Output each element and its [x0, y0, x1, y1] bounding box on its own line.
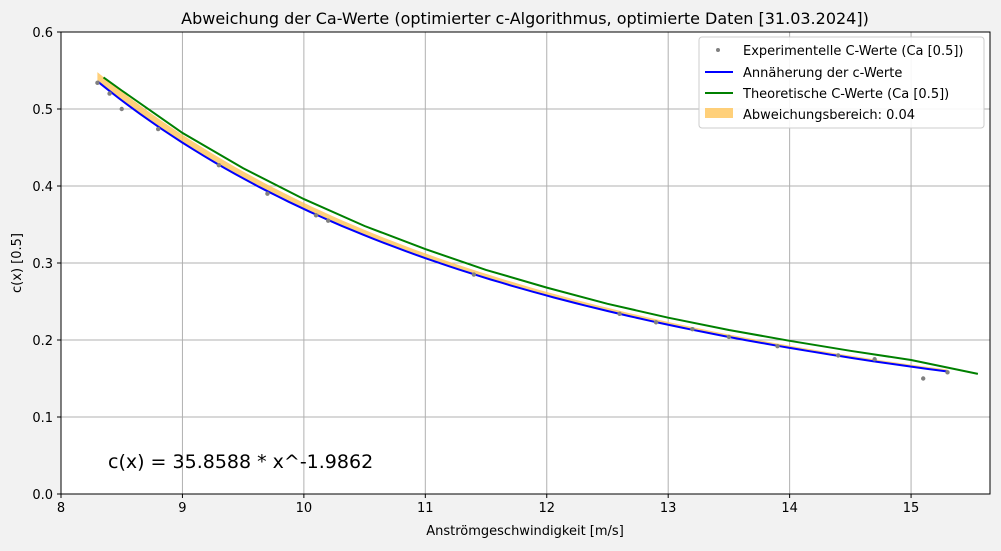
- fit-line: [96, 80, 948, 373]
- chart-title: Abweichung der Ca-Werte (optimierter c-A…: [181, 9, 869, 28]
- y-tick-label: 0.4: [32, 180, 53, 195]
- experimental-point: [119, 106, 124, 112]
- axis-ticks: 8 9 10 11 12 13 14 15 0.0 0.1 0.2 0.3 0.4 0.5 0.6: [32, 26, 919, 516]
- x-tick-label: 11: [417, 501, 434, 516]
- theoretical-line: [102, 76, 979, 375]
- legend: Experimentelle C-Werte (Ca [0.5]) Annähe…: [698, 36, 985, 129]
- x-axis-label: Anströmgeschwindigkeit [m/s]: [426, 524, 624, 539]
- y-axis-label: c(x) [0.5]: [10, 233, 25, 293]
- series-layer: [95, 76, 979, 381]
- y-tick-label: 0.3: [32, 257, 53, 272]
- experimental-point: [921, 376, 926, 381]
- legend-label-fit: Annäherung der c-Werte: [743, 66, 902, 81]
- legend-label-band: Abweichungsbereich: 0.04: [743, 108, 915, 123]
- y-tick-label: 0.1: [32, 411, 53, 426]
- legend-label-theoretical: Theoretische C-Werte (Ca [0.5]): [742, 87, 949, 102]
- experimental-point: [836, 353, 841, 358]
- experimental-point: [690, 327, 695, 332]
- legend-marker-band: [705, 108, 733, 118]
- experimental-point: [471, 272, 477, 277]
- experimental-point: [265, 191, 270, 196]
- x-tick-label: 14: [781, 501, 798, 516]
- experimental-point: [872, 357, 877, 362]
- experimental-point: [325, 218, 331, 223]
- experimental-point: [617, 311, 622, 317]
- legend-label-experimental: Experimentelle C-Werte (Ca [0.5]): [743, 44, 964, 59]
- x-tick-label: 10: [296, 501, 313, 516]
- x-tick-label: 13: [660, 501, 677, 516]
- x-tick-label: 15: [903, 501, 920, 516]
- x-tick-label: 8: [57, 501, 65, 516]
- y-tick-label: 0.0: [32, 488, 53, 503]
- experimental-point: [775, 343, 780, 349]
- experimental-point: [155, 126, 161, 132]
- experimental-point: [726, 334, 732, 340]
- y-tick-label: 0.2: [32, 334, 53, 349]
- experimental-point: [216, 163, 222, 168]
- experimental-point: [313, 213, 319, 218]
- x-tick-label: 9: [178, 501, 186, 516]
- y-tick-label: 0.6: [32, 26, 53, 41]
- experimental-point: [95, 80, 100, 86]
- legend-marker-experimental: [716, 48, 720, 52]
- x-tick-label: 12: [538, 501, 555, 516]
- experimental-point: [945, 370, 950, 375]
- y-tick-label: 0.5: [32, 103, 53, 118]
- experimental-point: [653, 320, 659, 325]
- fit-equation-annotation: c(x) = 35.8588 * x^-1.9862: [108, 451, 373, 473]
- legend-box: [698, 36, 985, 129]
- experimental-point: [107, 91, 112, 96]
